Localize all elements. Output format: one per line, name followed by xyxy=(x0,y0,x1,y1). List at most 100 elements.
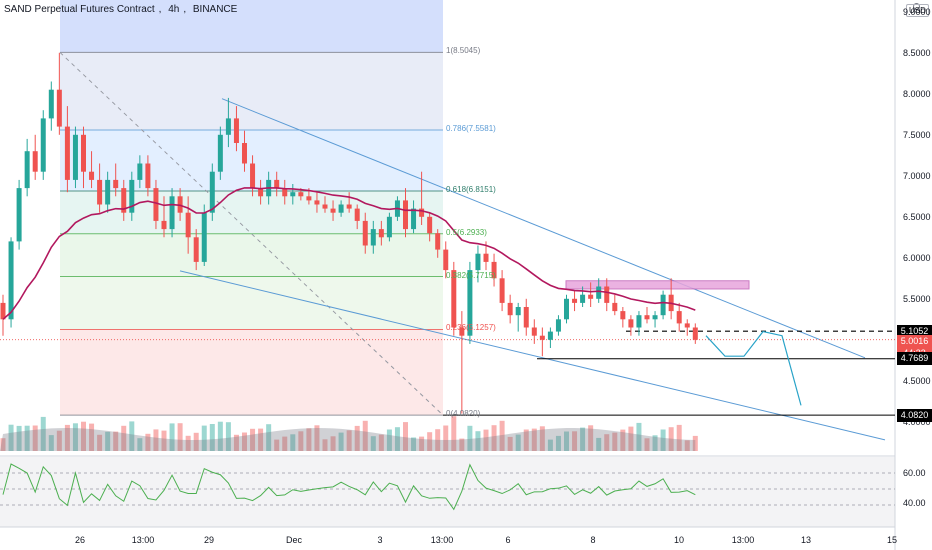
volume-bar xyxy=(145,433,151,451)
candle xyxy=(564,294,569,324)
volume-bar xyxy=(282,436,288,451)
volume-bar xyxy=(121,425,127,451)
candle xyxy=(233,106,239,152)
candle xyxy=(572,290,578,312)
candle-body xyxy=(274,179,280,189)
time-tick-label: 13 xyxy=(800,535,812,545)
candle-body xyxy=(507,302,513,316)
candle-body xyxy=(692,327,698,340)
volume-bar xyxy=(113,431,119,451)
symbol-name: SAND Perpetual Futures Contract xyxy=(4,4,155,15)
volume-bar xyxy=(604,434,610,451)
volume-bar xyxy=(274,439,280,451)
candle-body xyxy=(644,315,650,320)
candle-body xyxy=(346,204,352,209)
currency-badge[interactable]: USD xyxy=(906,4,929,17)
candle-body xyxy=(298,192,304,197)
candle-body xyxy=(652,315,658,320)
volume-bar xyxy=(652,435,658,451)
candle-body xyxy=(572,298,578,303)
volume-bar xyxy=(322,439,328,451)
candle xyxy=(16,179,22,250)
volume-bar xyxy=(242,432,247,451)
volume-bar xyxy=(225,422,231,451)
candle xyxy=(338,200,344,217)
candle xyxy=(153,179,159,230)
candle xyxy=(32,134,38,180)
candle-body xyxy=(378,229,384,238)
candle xyxy=(322,196,328,213)
volume-bar xyxy=(419,436,425,451)
candle xyxy=(250,155,256,197)
time-tick-label: 8 xyxy=(590,535,596,545)
rsi-line xyxy=(2,463,696,511)
candle xyxy=(459,311,465,414)
candle xyxy=(314,192,320,213)
candle-body xyxy=(81,134,86,172)
candle-body xyxy=(72,134,78,180)
candle xyxy=(628,315,634,336)
volume-bar xyxy=(169,423,175,451)
price-tick-label: 8.5000 xyxy=(903,47,931,58)
volume-bar xyxy=(40,416,46,451)
candle xyxy=(644,307,650,324)
volume-bar xyxy=(48,435,54,451)
volume-bar xyxy=(8,424,14,451)
clock-icon[interactable] xyxy=(913,3,920,10)
volume-bar xyxy=(596,437,602,451)
candle xyxy=(378,220,384,246)
volume-bar xyxy=(547,439,553,451)
candle xyxy=(604,278,610,312)
candle xyxy=(620,307,626,328)
volume-bar xyxy=(97,434,103,451)
volume-bar xyxy=(620,429,626,451)
volume-bar xyxy=(378,434,384,451)
candle-body xyxy=(40,118,46,172)
volume-bar xyxy=(72,423,78,451)
volume-bar xyxy=(161,430,167,451)
candle xyxy=(612,294,618,316)
volume-bar xyxy=(459,438,465,451)
candle xyxy=(282,179,288,205)
candle-body xyxy=(483,253,489,262)
candle-body xyxy=(475,253,481,271)
candle-body xyxy=(306,196,312,201)
volume-bar xyxy=(314,425,320,451)
fib-level-label: 0.5(6.2933) xyxy=(446,227,487,237)
price-tick-label: 9.0000 xyxy=(903,6,931,17)
candle-body xyxy=(588,294,594,299)
price-tick-label: 4.0000 xyxy=(903,416,931,427)
price-tick-label: 7.0000 xyxy=(903,170,931,181)
candle xyxy=(580,286,586,307)
candle-body xyxy=(185,212,191,238)
volume-bar xyxy=(362,420,368,451)
candle-body xyxy=(282,188,288,197)
candle xyxy=(72,126,78,189)
volume-bar xyxy=(684,440,690,451)
candle-body xyxy=(620,311,626,320)
fib-level-label: 0.618(6.8151) xyxy=(446,184,496,194)
candle-body xyxy=(0,302,6,320)
volume-bar xyxy=(32,425,38,451)
price-tick-label: 6.0000 xyxy=(903,252,931,263)
candle-body xyxy=(137,163,143,180)
volume-bar xyxy=(580,427,586,451)
chart-title: SAND Perpetual Futures Contract, 4h, BIN… xyxy=(4,4,238,15)
candle xyxy=(411,200,417,234)
fib-zone xyxy=(60,52,443,131)
fib-zone xyxy=(60,276,443,330)
price-tick-label: 7.5000 xyxy=(903,129,931,140)
volume-bar xyxy=(660,429,666,451)
candle-body xyxy=(338,204,344,213)
level-price-tag: 4.0820 xyxy=(897,408,932,422)
volume-bar xyxy=(81,421,86,451)
fib-level-label: 1(8.5045) xyxy=(446,46,481,56)
projection-path xyxy=(705,330,802,406)
candle-body xyxy=(105,179,111,205)
volume-bar xyxy=(467,425,473,451)
time-tick-label: 10 xyxy=(673,535,685,545)
volume-bar xyxy=(572,431,578,451)
volume-bar xyxy=(628,426,634,451)
volume-bar xyxy=(475,431,481,451)
